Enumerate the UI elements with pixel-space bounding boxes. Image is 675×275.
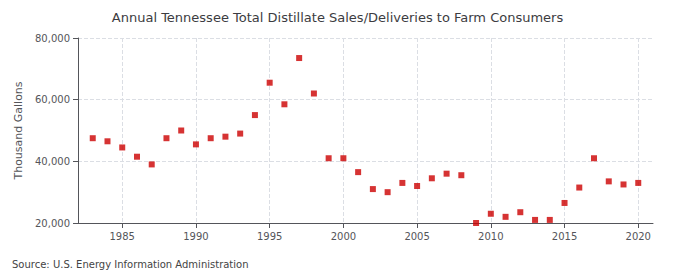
svg-text:40,000: 40,000 <box>35 156 70 167</box>
svg-text:2020: 2020 <box>626 231 651 242</box>
svg-text:Thousand Gallons: Thousand Gallons <box>12 81 25 180</box>
svg-text:1990: 1990 <box>183 231 208 242</box>
svg-text:1995: 1995 <box>257 231 282 242</box>
svg-text:60,000: 60,000 <box>35 94 70 105</box>
svg-text:80,000: 80,000 <box>35 33 70 44</box>
svg-text:2005: 2005 <box>404 231 429 242</box>
svg-text:2000: 2000 <box>331 231 356 242</box>
svg-text:20,000: 20,000 <box>35 218 70 229</box>
svg-text:Source: U.S. Energy Informatio: Source: U.S. Energy Information Administ… <box>12 259 249 270</box>
svg-text:1985: 1985 <box>110 231 135 242</box>
svg-text:2015: 2015 <box>552 231 577 242</box>
svg-text:Annual Tennessee Total Distill: Annual Tennessee Total Distillate Sales/… <box>112 10 564 25</box>
svg-text:2010: 2010 <box>478 231 503 242</box>
